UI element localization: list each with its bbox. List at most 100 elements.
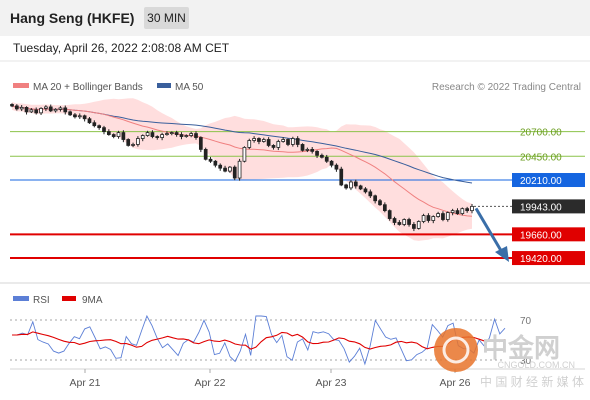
candle-body	[266, 139, 271, 146]
candle-body	[10, 104, 14, 107]
candle-body	[106, 131, 111, 135]
watermark-logo-icon	[434, 328, 478, 372]
candle-body	[358, 185, 363, 190]
candle-body	[111, 134, 116, 137]
legend-9ma-label: 9MA	[82, 295, 103, 306]
candle-body	[39, 107, 43, 114]
candle-body	[174, 132, 179, 135]
candle-body	[24, 107, 29, 113]
candle-body	[257, 138, 261, 142]
legend-ma50-swatch	[157, 83, 171, 88]
candle-body	[87, 118, 92, 124]
candle-body	[363, 188, 368, 193]
candle-body	[421, 215, 426, 222]
legend-ma20-label: MA 20 + Bollinger Bands	[33, 82, 143, 93]
candle-body	[315, 150, 319, 156]
candle-body	[455, 210, 460, 214]
candle-body	[165, 133, 169, 135]
candle-body	[426, 215, 431, 221]
candle-body	[58, 107, 63, 110]
watermark-sub: 中 国 财 经 新 媒 体	[480, 374, 584, 389]
bollinger-band	[12, 98, 472, 241]
candle-body	[44, 106, 48, 109]
rsi-panel: 70 30	[10, 314, 532, 367]
candle-body	[126, 139, 131, 146]
candle-body	[140, 135, 145, 139]
projection-arrow	[474, 207, 509, 263]
rsi-tick-label: 70	[520, 316, 532, 327]
candle-body	[247, 140, 252, 148]
rsi-ma-line	[11, 331, 506, 350]
candle-body	[470, 205, 474, 212]
x-tick-label: Apr 21	[70, 377, 101, 389]
candle-body	[305, 148, 310, 151]
bollinger-fill	[12, 98, 472, 241]
candle-body	[387, 210, 392, 219]
legend-rsi-swatch	[13, 296, 29, 301]
candle-body	[300, 144, 305, 151]
candle-body	[349, 181, 353, 189]
x-tick-label: Apr 26	[440, 377, 471, 389]
candle-body	[320, 154, 324, 158]
level-tag-bg	[512, 173, 585, 188]
candle-body	[237, 160, 242, 179]
candle-body	[169, 132, 174, 134]
candle-body	[131, 144, 135, 146]
candle-body	[77, 115, 82, 118]
candle-body	[450, 210, 455, 214]
moving-averages	[11, 105, 473, 217]
candle-body	[286, 139, 290, 145]
datetime-label: Tuesday, April 26, 2022 2:08:08 AM CET	[13, 41, 230, 55]
candle-body	[102, 127, 106, 133]
candle-body	[213, 160, 218, 166]
candle-body	[339, 168, 344, 186]
watermark-brand: 中金网	[482, 333, 560, 363]
candle-body	[445, 212, 450, 220]
candle-body	[441, 213, 445, 220]
candle-body	[150, 132, 155, 137]
candle-body	[53, 108, 58, 112]
watermark: 中金网 中 国 财 经 新 媒 体 CNGOLD.COM.CN	[434, 328, 584, 389]
candle-body	[179, 134, 184, 137]
candle-body	[368, 191, 373, 197]
candle-body	[295, 138, 300, 145]
candle-body	[290, 138, 295, 145]
x-axis-ticks: Apr 21 Apr 22 Apr 23 Apr 26	[70, 369, 471, 389]
legend-ma50-label: MA 50	[175, 82, 204, 93]
candle-body	[392, 218, 397, 223]
candle-body	[353, 181, 358, 187]
candle-body	[19, 107, 24, 110]
credit: Research © 2022 Trading Central	[432, 82, 581, 93]
instrument-title: Hang Seng (HKFE)	[10, 10, 135, 26]
level-label: 19943.00	[520, 202, 562, 213]
candle-body	[68, 111, 72, 116]
candle-body	[136, 138, 140, 145]
candle-body	[378, 200, 382, 206]
legend-rsi-label: RSI	[33, 295, 50, 306]
candle-body	[208, 158, 213, 162]
watermark-logo-ring	[442, 336, 470, 364]
candle-body	[407, 219, 411, 225]
candle-body	[184, 135, 189, 137]
watermark-url: CNGOLD.COM.CN	[497, 360, 575, 370]
candle-body	[63, 107, 68, 113]
candle-body	[34, 109, 39, 114]
candle-body	[329, 160, 334, 166]
candle-body	[223, 167, 227, 172]
rsi-line	[11, 314, 506, 366]
x-tick-label: Apr 23	[316, 377, 347, 389]
candle-body	[232, 166, 237, 179]
level-tag-bg	[512, 227, 585, 242]
candle-body	[92, 122, 97, 127]
level-label: 20210.00	[520, 176, 562, 187]
candle-body	[48, 106, 53, 112]
timeframe-button[interactable]: 30 MIN	[144, 7, 189, 29]
level-label: 19660.00	[520, 230, 562, 241]
candle-body	[242, 147, 247, 162]
level-tag-bg	[512, 199, 585, 214]
candle-body	[382, 204, 387, 212]
candle-body	[145, 132, 150, 136]
candle-body	[402, 219, 407, 225]
